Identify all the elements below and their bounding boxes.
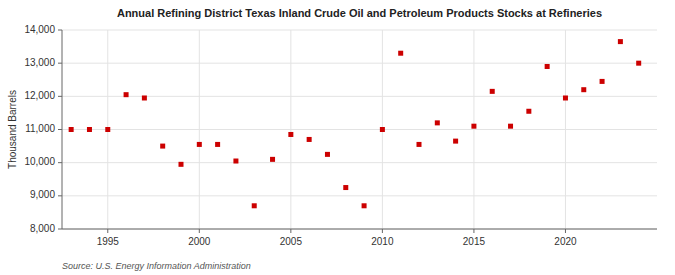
x-tick [290, 229, 291, 233]
y-tick [58, 30, 62, 31]
y-grid-line [62, 195, 657, 196]
y-tick [58, 129, 62, 130]
x-tick-label: 2020 [554, 236, 577, 247]
data-point [563, 95, 568, 100]
y-grid-line [62, 30, 657, 31]
data-point [453, 139, 458, 144]
y-tick-label: 9,000 [30, 189, 55, 200]
y-tick [58, 96, 62, 97]
x-tick-label: 2010 [371, 236, 394, 247]
x-grid-line [290, 30, 291, 229]
data-point [545, 64, 550, 69]
x-grid-line [199, 30, 200, 229]
source-note: Source: U.S. Energy Information Administ… [62, 261, 251, 271]
x-grid-line [565, 30, 566, 229]
data-point [471, 124, 476, 129]
data-point [362, 203, 367, 208]
data-point [618, 39, 623, 44]
data-point [343, 185, 348, 190]
x-tick [107, 229, 108, 233]
background [0, 0, 675, 275]
chart-svg: 8,000 9,000 10,000 11,000 12,000 13,000 14,000… [0, 0, 675, 275]
y-axis-label: Thousand Barrels [7, 90, 18, 169]
y-tick-label: 14,000 [24, 24, 55, 35]
data-point [197, 142, 202, 147]
data-point [252, 203, 257, 208]
data-point [142, 95, 147, 100]
data-point [600, 79, 605, 84]
data-point [179, 162, 184, 167]
data-point [508, 124, 513, 129]
data-point [398, 51, 403, 56]
y-tick-label: 12,000 [24, 90, 55, 101]
data-point [288, 132, 293, 137]
data-point [124, 92, 129, 97]
data-point [325, 152, 330, 157]
chart-title: Annual Refining District Texas Inland Cr… [117, 7, 602, 19]
y-tick [58, 195, 62, 196]
x-tick [565, 229, 566, 233]
data-point [380, 127, 385, 132]
x-tick [199, 229, 200, 233]
data-point [87, 127, 92, 132]
data-point [636, 61, 641, 66]
data-point [490, 89, 495, 94]
y-tick [58, 162, 62, 163]
x-tick-label: 2000 [188, 236, 211, 247]
y-tick-label: 8,000 [30, 223, 55, 234]
data-point [435, 120, 440, 125]
x-tick-label: 1995 [97, 236, 120, 247]
y-grid-line [62, 129, 657, 130]
grid [62, 30, 657, 229]
y-tick-label: 13,000 [24, 57, 55, 68]
data-point [160, 144, 165, 149]
x-axis: 1995 2000 2005 2010 2015 2020 [97, 229, 577, 247]
y-tick-label: 11,000 [25, 123, 55, 134]
y-tick-label: 10,000 [24, 156, 55, 167]
y-tick [58, 63, 62, 64]
data-point [307, 137, 312, 142]
y-grid-line [62, 162, 657, 163]
y-grid-line [62, 229, 657, 230]
chart-container: 8,000 9,000 10,000 11,000 12,000 13,000 14,000… [0, 0, 675, 275]
x-tick-label: 2005 [280, 236, 303, 247]
x-grid-line [473, 30, 474, 229]
data-point [417, 142, 422, 147]
data-point [105, 127, 110, 132]
x-tick [382, 229, 383, 233]
x-tick [473, 229, 474, 233]
x-tick-label: 2015 [463, 236, 486, 247]
data-point [581, 87, 586, 92]
data-point [215, 142, 220, 147]
data-point [526, 109, 531, 114]
data-point [233, 159, 238, 164]
y-axis: 8,000 9,000 10,000 11,000 12,000 13,000 14,000 [24, 24, 62, 234]
x-axis-line [62, 229, 657, 230]
y-tick [58, 229, 62, 230]
data-point [270, 157, 275, 162]
y-grid-line [62, 63, 657, 64]
points [69, 39, 642, 208]
data-point [69, 127, 74, 132]
